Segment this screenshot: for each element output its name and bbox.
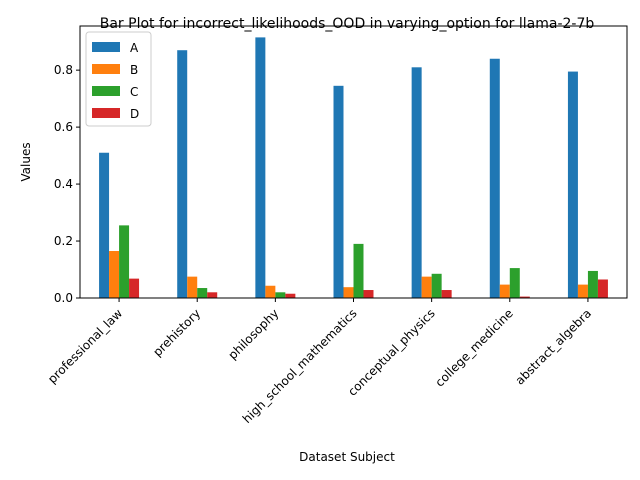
legend-box bbox=[85, 31, 152, 127]
x-tick-label: college_medicine bbox=[433, 306, 516, 389]
bar-D-abstract_algebra bbox=[597, 279, 608, 298]
y-axis-label: Values bbox=[19, 142, 33, 181]
bar-C-college_medicine bbox=[509, 268, 520, 298]
bar-D-conceptual_physics bbox=[441, 290, 452, 298]
bar-A-philosophy bbox=[255, 37, 266, 298]
bar-B-abstract_algebra bbox=[577, 284, 588, 298]
bar-C-prehistory bbox=[197, 288, 208, 298]
legend-swatch-B bbox=[92, 64, 120, 74]
bar-D-professional_law bbox=[129, 278, 140, 298]
y-tick-label: 0.0 bbox=[54, 291, 73, 305]
bar-A-high_school_mathematics bbox=[333, 85, 344, 298]
y-tick-label: 0.4 bbox=[54, 177, 73, 191]
bar-C-philosophy bbox=[275, 292, 286, 298]
bar-A-prehistory bbox=[177, 50, 188, 299]
legend-swatch-C bbox=[92, 86, 120, 96]
bar-B-professional_law bbox=[109, 251, 120, 298]
x-tick-label: professional_law bbox=[45, 306, 125, 386]
x-axis-label: Dataset Subject bbox=[299, 450, 395, 464]
x-tick-label: prehistory bbox=[150, 306, 203, 359]
bar-B-college_medicine bbox=[499, 284, 510, 298]
legend-label-D: D bbox=[130, 107, 139, 121]
bar-B-philosophy bbox=[265, 285, 276, 298]
legend-swatch-D bbox=[92, 108, 120, 118]
bar-D-high_school_mathematics bbox=[363, 290, 374, 298]
bar-D-philosophy bbox=[285, 293, 296, 298]
legend-label-C: C bbox=[130, 85, 138, 99]
x-tick-label: conceptual_physics bbox=[345, 306, 438, 399]
bar-D-prehistory bbox=[207, 292, 218, 298]
bar-B-high_school_mathematics bbox=[343, 287, 354, 298]
bar-A-abstract_algebra bbox=[567, 71, 578, 298]
bar-C-abstract_algebra bbox=[587, 270, 598, 298]
bar-C-high_school_mathematics bbox=[353, 243, 364, 298]
x-tick-label: abstract_algebra bbox=[513, 306, 594, 387]
legend-label-A: A bbox=[130, 41, 139, 55]
bar-B-conceptual_physics bbox=[421, 276, 432, 298]
bar-A-professional_law bbox=[99, 152, 110, 298]
bar-A-college_medicine bbox=[489, 58, 500, 298]
bar-B-prehistory bbox=[187, 276, 198, 298]
y-tick-label: 0.6 bbox=[54, 120, 73, 134]
x-tick-label: philosophy bbox=[226, 306, 282, 362]
chart-title: Bar Plot for incorrect_likelihoods_OOD i… bbox=[100, 16, 595, 32]
legend-swatch-A bbox=[92, 42, 120, 52]
bar-C-conceptual_physics bbox=[431, 273, 442, 298]
legend-label-B: B bbox=[130, 63, 138, 77]
y-tick-label: 0.2 bbox=[54, 234, 73, 248]
bar-A-conceptual_physics bbox=[411, 67, 422, 298]
bar-D-college_medicine bbox=[519, 296, 530, 298]
bar-C-professional_law bbox=[119, 225, 130, 298]
y-tick-label: 0.8 bbox=[54, 63, 73, 77]
